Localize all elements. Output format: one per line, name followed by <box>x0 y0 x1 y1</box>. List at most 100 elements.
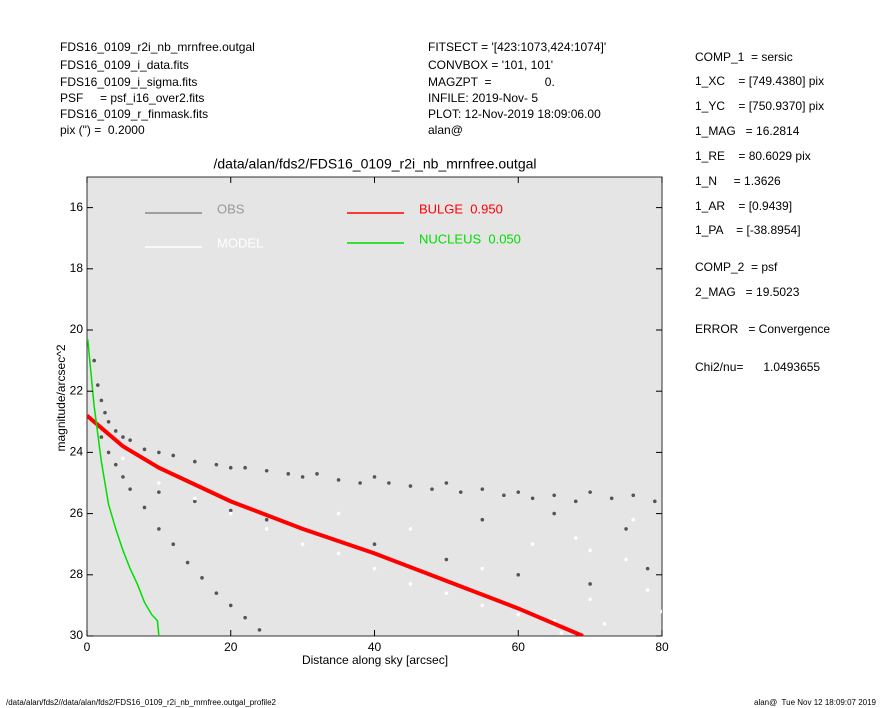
data-point <box>228 508 233 513</box>
data-point <box>444 481 449 485</box>
data-point <box>193 459 197 464</box>
data-point <box>264 527 269 531</box>
data-point <box>480 603 485 608</box>
fit-param: COMP_1 = sersic <box>695 50 793 64</box>
chart-title: /data/alan/fds2/FDS16_0109_r2i_nb_mrnfre… <box>214 156 537 172</box>
data-point <box>602 621 607 626</box>
data-point <box>645 588 650 592</box>
footer-left: /data/alan/fds2//data/alan/fds2/FDS16_01… <box>6 698 277 707</box>
data-point <box>408 527 413 531</box>
data-point <box>228 511 233 516</box>
data-point <box>624 527 628 531</box>
y-tick-label: 28 <box>70 567 84 581</box>
fit-param: 1_YC = [750.9370] pix <box>695 99 824 113</box>
data-point <box>444 591 449 595</box>
data-point <box>530 542 535 546</box>
x-tick-label: 20 <box>224 640 238 654</box>
info-text: FDS16_0109_i_data.fits <box>60 58 189 72</box>
data-point <box>121 456 125 461</box>
data-point <box>559 631 564 635</box>
data-point <box>458 490 463 494</box>
data-point <box>502 493 506 498</box>
y-tick-label: 20 <box>70 322 84 336</box>
info-text: FDS16_0109_r2i_nb_mrnfree.outgal <box>60 40 255 54</box>
info-text: alan@ <box>428 123 463 137</box>
data-point <box>573 499 578 504</box>
data-point <box>99 398 104 403</box>
data-point <box>106 420 111 424</box>
data-point <box>113 429 118 433</box>
y-axis-label: magnitude/arcsec^2 <box>54 344 68 451</box>
data-point <box>372 475 377 479</box>
data-point <box>103 410 107 415</box>
data-point <box>171 542 176 546</box>
footer-right: alan@ Tue Nov 12 18:09:07 2019 <box>754 698 877 707</box>
data-point <box>653 499 657 504</box>
data-point <box>300 475 305 479</box>
fit-param: 2_MAG = 19.5023 <box>695 285 800 299</box>
data-point <box>214 462 219 467</box>
data-point <box>214 591 219 595</box>
data-point <box>121 475 125 479</box>
data-point <box>336 478 341 482</box>
info-text: FDS16_0109_i_sigma.fits <box>60 75 197 89</box>
data-point <box>530 496 535 501</box>
data-point <box>142 505 147 510</box>
fit-param: 1_PA = [-38.8954] <box>695 223 801 237</box>
data-point <box>358 481 362 485</box>
data-point <box>228 465 233 470</box>
y-tick-label: 18 <box>70 261 84 275</box>
plot-area <box>86 176 663 637</box>
x-tick-label: 60 <box>512 640 526 654</box>
data-point <box>444 557 449 562</box>
fit-param: 1_XC = [749.4380] pix <box>695 74 824 88</box>
data-point <box>573 536 578 540</box>
info-text: PSF = psf_i16_over2.fits <box>60 91 204 105</box>
data-point <box>588 597 592 602</box>
data-point <box>200 576 204 580</box>
info-text: MAGZPT = 0. <box>428 75 555 89</box>
y-tick-label: 26 <box>70 506 84 520</box>
y-tick-label: 24 <box>70 445 84 459</box>
info-text: CONVBOX = '101, 101' <box>428 58 553 72</box>
data-point <box>113 462 118 467</box>
x-tick-label: 40 <box>368 640 382 654</box>
plot-marks <box>87 339 662 636</box>
legend-label: BULGE 0.950 <box>419 201 503 216</box>
data-point <box>408 582 413 586</box>
data-point <box>106 450 111 455</box>
data-point <box>631 493 636 498</box>
data-point <box>624 557 628 562</box>
data-point <box>336 551 341 556</box>
data-point <box>157 490 161 494</box>
data-point <box>157 481 161 485</box>
info-text: FDS16_0109_r_finmask.fits <box>60 107 208 121</box>
fit-param: Chi2/nu= 1.0493655 <box>695 360 820 374</box>
data-point <box>286 472 291 476</box>
fit-param: 1_MAG = 16.2814 <box>695 124 800 138</box>
x-tick-label: 80 <box>655 640 669 654</box>
data-point <box>387 481 391 485</box>
x-axis-label: Distance along sky [arcsec] <box>302 653 448 667</box>
data-point <box>300 542 305 546</box>
info-text: pix (") = 0.2000 <box>60 123 145 137</box>
data-point <box>516 490 521 494</box>
data-point <box>372 542 377 546</box>
data-point <box>257 628 262 632</box>
data-point <box>516 612 521 617</box>
info-text: FITSECT = '[423:1073,424:1074]' <box>428 40 606 54</box>
data-point <box>193 496 197 501</box>
data-point <box>372 566 377 571</box>
data-point <box>121 435 125 439</box>
data-point <box>95 383 100 387</box>
data-point <box>408 484 413 488</box>
legend-label: NUCLEUS 0.050 <box>419 231 521 246</box>
profile-line <box>87 339 160 636</box>
info-text: PLOT: 12-Nov-2019 18:09:06.00 <box>428 107 601 121</box>
data-point <box>193 499 197 504</box>
legend-label: MODEL <box>217 235 263 250</box>
profile-line <box>87 414 584 636</box>
data-point <box>480 487 485 491</box>
data-point <box>336 511 341 516</box>
data-point <box>142 447 147 452</box>
